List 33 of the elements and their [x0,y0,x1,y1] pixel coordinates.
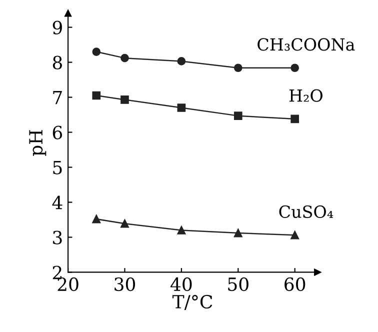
y-axis-title: pH [29,130,46,156]
point [92,214,101,224]
y-tick-label: 6 [52,126,62,140]
x-tick-label: 40 [170,277,192,292]
point [120,96,129,104]
x-tick-label: 30 [114,277,136,292]
y-tick-label: 7 [53,90,62,104]
y-tick-label: 9 [52,20,62,34]
series-label: CuSO₄ [279,205,334,218]
point [234,64,242,72]
point [120,219,129,228]
series-label: CH₃COONa [258,38,355,51]
x-tick-label: 50 [228,277,248,292]
point [177,226,186,234]
point [290,114,300,124]
y-tick-label: 8 [52,56,62,70]
point [290,64,300,72]
y-tick-label: 5 [53,160,62,174]
x-axis-title: T/°C [172,294,212,310]
x-tick-label: 20 [58,277,78,292]
y-tick-label: 2 [52,266,62,280]
series-label: H₂O [289,89,322,102]
point [290,230,300,240]
point [234,228,242,238]
point [92,48,101,56]
point [92,91,101,100]
y-tick-label: 4 [52,196,62,210]
point [120,54,129,62]
x-tick-label: 60 [284,277,306,292]
point [177,57,186,66]
point [177,104,186,112]
y-tick-label: 3 [53,230,62,244]
point [234,112,242,120]
